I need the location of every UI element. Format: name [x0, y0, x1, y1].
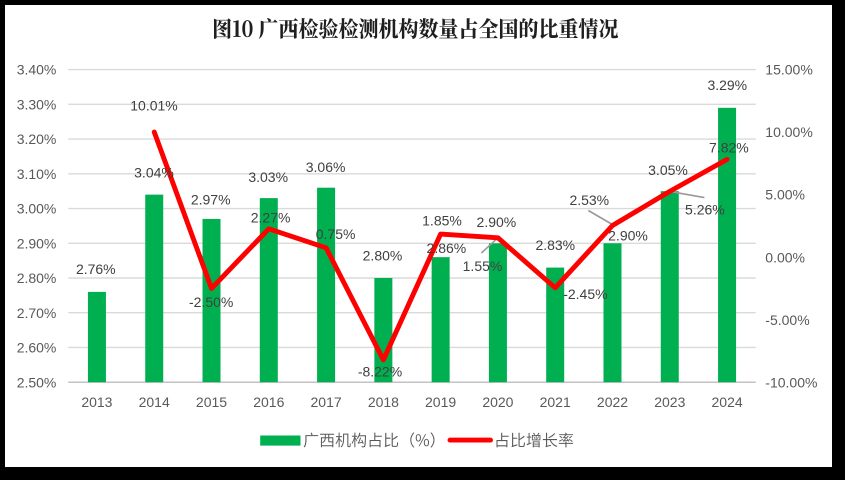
- svg-text:5.26%: 5.26%: [685, 201, 725, 217]
- svg-text:2019: 2019: [425, 394, 456, 410]
- svg-text:2.90%: 2.90%: [608, 228, 648, 244]
- svg-text:3.00%: 3.00%: [17, 201, 57, 217]
- svg-text:-5.00%: -5.00%: [765, 312, 809, 328]
- svg-text:7.82%: 7.82%: [709, 139, 749, 155]
- svg-text:-10.00%: -10.00%: [765, 374, 817, 390]
- svg-text:3.03%: 3.03%: [248, 169, 288, 185]
- svg-text:3.10%: 3.10%: [17, 166, 57, 182]
- svg-text:2.70%: 2.70%: [17, 305, 57, 321]
- svg-text:3.29%: 3.29%: [707, 77, 747, 93]
- svg-text:2.50%: 2.50%: [17, 374, 57, 390]
- svg-text:2.97%: 2.97%: [191, 192, 231, 208]
- svg-text:2.90%: 2.90%: [477, 214, 517, 230]
- svg-text:3.06%: 3.06%: [306, 159, 346, 175]
- svg-text:2013: 2013: [81, 394, 112, 410]
- svg-text:5.00%: 5.00%: [765, 187, 805, 203]
- svg-text:3.04%: 3.04%: [134, 165, 174, 181]
- svg-text:2.90%: 2.90%: [17, 235, 57, 251]
- svg-text:2.53%: 2.53%: [569, 192, 609, 208]
- svg-text:15.00%: 15.00%: [765, 62, 812, 78]
- svg-text:-2.45%: -2.45%: [563, 286, 607, 302]
- svg-text:2018: 2018: [368, 394, 399, 410]
- svg-text:2017: 2017: [311, 394, 342, 410]
- svg-text:2023: 2023: [654, 394, 685, 410]
- svg-text:2014: 2014: [139, 394, 170, 410]
- svg-text:2016: 2016: [253, 394, 284, 410]
- svg-text:2020: 2020: [482, 394, 513, 410]
- svg-text:2021: 2021: [540, 394, 571, 410]
- svg-text:2.83%: 2.83%: [535, 237, 575, 253]
- svg-text:2.86%: 2.86%: [427, 240, 467, 256]
- svg-text:2022: 2022: [597, 394, 628, 410]
- svg-text:2.80%: 2.80%: [363, 248, 403, 264]
- svg-text:2.27%: 2.27%: [251, 210, 291, 226]
- svg-text:-8.22%: -8.22%: [358, 364, 402, 380]
- svg-text:2024: 2024: [712, 394, 743, 410]
- svg-text:3.20%: 3.20%: [17, 131, 57, 147]
- svg-text:2.76%: 2.76%: [76, 261, 116, 277]
- svg-text:3.05%: 3.05%: [648, 162, 688, 178]
- svg-text:3.40%: 3.40%: [17, 62, 57, 78]
- svg-text:0.00%: 0.00%: [765, 249, 805, 265]
- svg-text:0.75%: 0.75%: [316, 226, 356, 242]
- svg-text:2015: 2015: [196, 394, 227, 410]
- svg-text:2.80%: 2.80%: [17, 270, 57, 286]
- svg-text:3.30%: 3.30%: [17, 96, 57, 112]
- svg-text:2.60%: 2.60%: [17, 340, 57, 356]
- svg-text:1.85%: 1.85%: [422, 212, 462, 228]
- svg-text:-2.50%: -2.50%: [189, 294, 233, 310]
- svg-text:10.01%: 10.01%: [130, 98, 177, 114]
- svg-text:10.00%: 10.00%: [765, 124, 812, 140]
- svg-text:1.55%: 1.55%: [463, 258, 503, 274]
